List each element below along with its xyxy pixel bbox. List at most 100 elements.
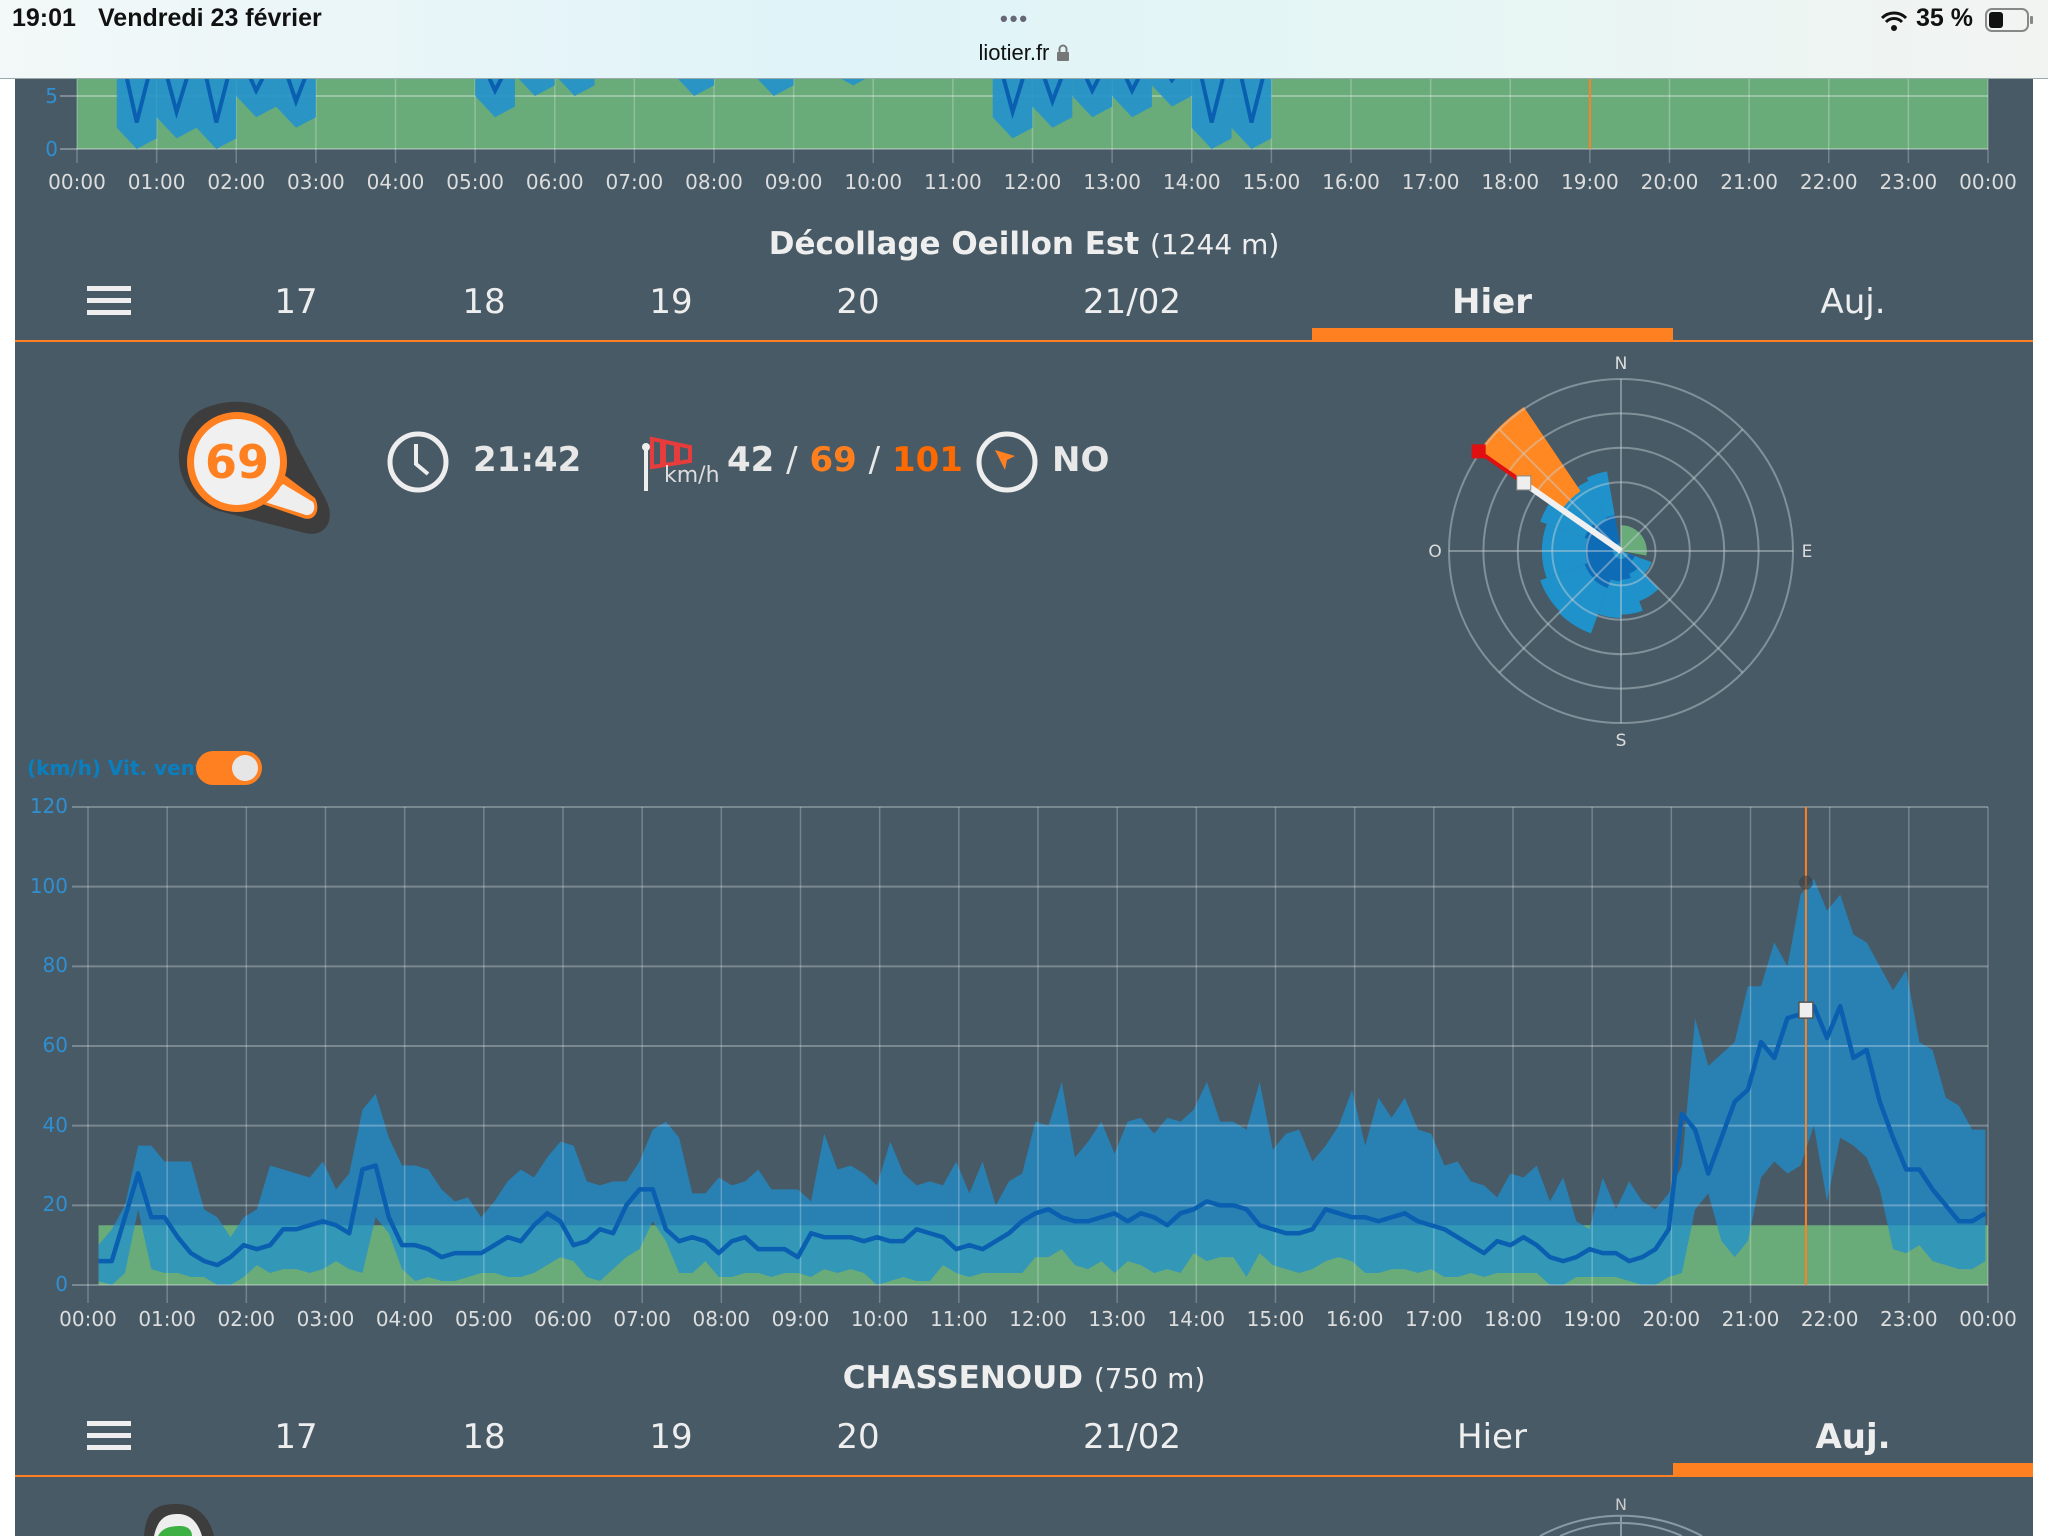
y-tick-label: 20	[42, 1192, 68, 1217]
wind-speed-badge: 69	[178, 401, 330, 534]
series-label: (km/h) Vit. vent	[27, 756, 205, 780]
min-max-wind-area	[98, 878, 1986, 1285]
x-tick-label: 12:00	[1009, 1307, 1067, 1331]
wind-direction-compass-icon	[976, 431, 1038, 493]
y-tick-label: 120	[29, 794, 68, 818]
tab-18[interactable]: 18	[462, 1417, 506, 1457]
wind-speed-badge-2	[144, 1504, 214, 1536]
mini-avg-line	[200, 59, 235, 123]
y-tick-label: 100	[29, 873, 68, 898]
x-tick-label: 10:00	[850, 1307, 909, 1331]
wind-speed-toggle[interactable]	[196, 751, 262, 785]
x-tick-label: 20:00	[1642, 1307, 1701, 1331]
mini-avg-line	[120, 59, 155, 123]
rose-avg-line	[1522, 480, 1623, 554]
wind-direction: NO	[1052, 440, 1110, 480]
tab-hier[interactable]: Hier	[1457, 1417, 1527, 1457]
menu-hamburger-icon[interactable]	[87, 286, 131, 316]
x-tick-label: 11:00	[930, 1307, 988, 1331]
rose-max-line	[1477, 449, 1525, 485]
wind-speed-chart[interactable]	[0, 780, 2048, 1340]
tab-20[interactable]: 20	[836, 1417, 880, 1457]
mini-x-label: 14:00	[1162, 170, 1221, 194]
station2-altitude: (750 m)	[1093, 1362, 1206, 1395]
mini-x-label: 11:00	[924, 170, 982, 194]
tab-18[interactable]: 18	[462, 282, 506, 322]
x-tick-label: 00:00	[1959, 1307, 2017, 1331]
wind-rose: N S E O	[1428, 354, 1812, 751]
mini-x-label: 16:00	[1322, 170, 1380, 194]
rose-ring	[1448, 378, 1794, 724]
browser-menu-dots-icon[interactable]: •••	[1000, 6, 1030, 31]
mini-x-label: 06:00	[525, 170, 584, 194]
mini-x-label: 12:00	[1003, 170, 1062, 194]
tab-auj[interactable]: Auj.	[1815, 1417, 1891, 1457]
station-title: Décollage Oeillon Est (1244 m)	[15, 226, 2033, 262]
tabs-divider-2	[15, 1475, 2033, 1477]
menu-hamburger-icon-2[interactable]	[87, 1421, 131, 1451]
address-bar[interactable]: liotier.fr	[0, 40, 2048, 66]
rose-avg-sector	[1593, 556, 1619, 589]
battery-icon	[1985, 8, 2033, 32]
mini-x-label: 20:00	[1640, 170, 1699, 194]
x-tick-label: 00:00	[59, 1307, 117, 1331]
wind-max-value: 101	[891, 440, 963, 480]
separator: /	[786, 440, 798, 480]
avg-wind-line	[98, 1003, 1987, 1268]
status-date: Vendredi 23 février	[98, 4, 322, 32]
tab-2102[interactable]: 21/02	[1083, 1417, 1181, 1457]
wind-avg-value: 69	[809, 440, 857, 480]
mini-x-label: 09:00	[764, 170, 823, 194]
mini-x-label: 08:00	[685, 170, 743, 194]
tab-hier[interactable]: Hier	[1452, 282, 1532, 322]
rose-ring	[1551, 481, 1691, 621]
station-name: Décollage Oeillon Est	[768, 226, 1140, 262]
mini-x-label: 23:00	[1879, 170, 1938, 194]
station2-title: CHASSENOUD (750 m)	[15, 1360, 2033, 1396]
mini-x-label: 13:00	[1083, 170, 1141, 194]
measurement-time: 21:42	[473, 440, 582, 480]
toggle-knob	[232, 755, 258, 781]
tab-auj[interactable]: Auj.	[1820, 282, 1886, 322]
tab-2102[interactable]: 21/02	[1083, 282, 1181, 322]
tabs-divider	[15, 340, 2033, 342]
rose-spoke	[1620, 550, 1744, 674]
x-tick-label: 14:00	[1167, 1307, 1226, 1331]
badge-value: 69	[205, 435, 269, 489]
rose-avg-sector	[1585, 551, 1614, 564]
rose-avg-sector	[1584, 553, 1616, 579]
x-tick-label: 01:00	[138, 1307, 196, 1331]
rose-avg-sector	[1621, 558, 1631, 580]
rose-spoke	[1620, 428, 1744, 552]
tab-17[interactable]: 17	[274, 1417, 318, 1457]
tab-20[interactable]: 20	[836, 282, 880, 322]
mini-x-label: 00:00	[1959, 170, 2017, 194]
x-tick-label: 06:00	[534, 1307, 592, 1331]
ios-status-bar: 19:01 Vendredi 23 février ••• liotier.fr…	[0, 0, 2048, 79]
mini-x-label: 22:00	[1799, 170, 1858, 194]
tab-19[interactable]: 19	[649, 282, 693, 322]
y-tick-label: 80	[42, 953, 68, 978]
x-tick-label: 22:00	[1800, 1307, 1859, 1331]
x-tick-label: 18:00	[1484, 1307, 1542, 1331]
x-tick-label: 07:00	[613, 1307, 671, 1331]
battery-percent: 35 %	[1916, 4, 1973, 32]
x-tick-label: 02:00	[217, 1307, 276, 1331]
tab-17[interactable]: 17	[274, 282, 318, 322]
wind-min-value: 42	[727, 440, 775, 480]
mini-x-label: 18:00	[1481, 170, 1540, 194]
x-tick-label: 08:00	[692, 1307, 751, 1331]
x-tick-label: 03:00	[296, 1307, 355, 1331]
mini-x-label: 04:00	[366, 170, 425, 194]
mini-x-label: 07:00	[605, 170, 664, 194]
wind-values: 42 / 69 / 101	[727, 440, 963, 480]
mini-y-label-0: 0	[45, 137, 58, 161]
rose-avg-sector	[1623, 556, 1638, 574]
tab-19[interactable]: 19	[649, 1417, 693, 1457]
rose-label-n: N	[1615, 354, 1628, 374]
mini-avg-line	[1195, 59, 1230, 123]
x-tick-label: 19:00	[1563, 1307, 1621, 1331]
rose-avg-marker	[1516, 475, 1532, 491]
mini-x-label: 19:00	[1561, 170, 1619, 194]
rose-ring	[1482, 412, 1760, 690]
